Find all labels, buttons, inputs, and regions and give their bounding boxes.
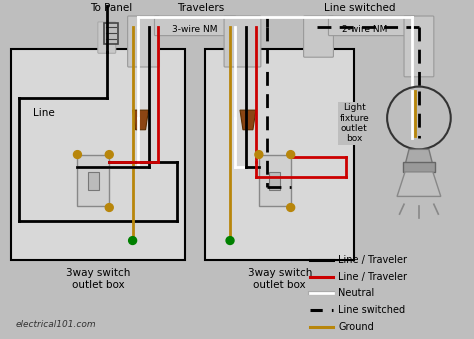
Text: Ground: Ground (338, 322, 374, 332)
Polygon shape (240, 110, 256, 130)
Text: 3-wire NM: 3-wire NM (173, 25, 218, 34)
FancyBboxPatch shape (205, 49, 354, 260)
FancyBboxPatch shape (403, 162, 435, 172)
Circle shape (387, 86, 451, 149)
FancyBboxPatch shape (98, 22, 116, 53)
FancyBboxPatch shape (404, 16, 434, 77)
Text: 3way switch
outlet box: 3way switch outlet box (66, 268, 130, 290)
FancyBboxPatch shape (104, 23, 118, 44)
Circle shape (287, 204, 295, 212)
FancyBboxPatch shape (224, 16, 261, 67)
Polygon shape (133, 110, 148, 130)
FancyBboxPatch shape (328, 16, 415, 36)
Circle shape (128, 237, 137, 244)
Circle shape (226, 237, 234, 244)
Text: Line switched: Line switched (338, 305, 406, 315)
FancyBboxPatch shape (11, 49, 185, 260)
Polygon shape (397, 172, 441, 196)
FancyBboxPatch shape (304, 16, 333, 57)
Text: Light
fixture
outlet
box: Light fixture outlet box (339, 103, 369, 143)
Text: Neutral: Neutral (338, 288, 374, 299)
Circle shape (73, 151, 82, 158)
FancyBboxPatch shape (77, 155, 109, 205)
FancyBboxPatch shape (259, 155, 291, 205)
FancyBboxPatch shape (269, 173, 280, 190)
Text: Line / Traveler: Line / Traveler (338, 255, 407, 265)
Text: Line: Line (33, 108, 55, 118)
FancyBboxPatch shape (88, 173, 99, 190)
Circle shape (287, 151, 295, 158)
Text: To Panel: To Panel (90, 3, 132, 13)
Text: 3way switch
outlet box: 3way switch outlet box (247, 268, 312, 290)
Circle shape (105, 151, 113, 158)
Text: Line / Traveler: Line / Traveler (338, 272, 407, 282)
Text: Travelers: Travelers (177, 3, 224, 13)
Text: 2-wire NM: 2-wire NM (342, 25, 387, 34)
FancyBboxPatch shape (128, 16, 159, 67)
FancyBboxPatch shape (155, 16, 236, 36)
Polygon shape (405, 149, 433, 165)
Circle shape (105, 204, 113, 212)
Text: electrical101.com: electrical101.com (16, 320, 96, 329)
Text: Line switched: Line switched (324, 3, 395, 13)
Circle shape (255, 151, 263, 158)
